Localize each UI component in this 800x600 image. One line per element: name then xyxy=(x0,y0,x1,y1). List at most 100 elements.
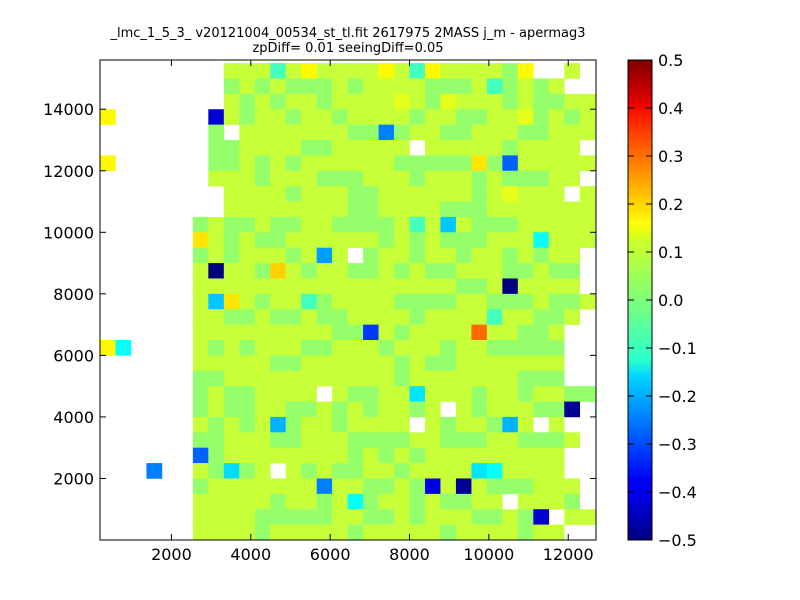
heatmap-cell xyxy=(455,109,472,125)
heatmap-cell xyxy=(316,124,333,141)
heatmap-cell xyxy=(424,140,441,156)
heatmap-cell xyxy=(301,63,317,79)
heatmap-cell xyxy=(394,78,410,95)
heatmap-cell xyxy=(424,340,441,356)
heatmap-cell xyxy=(533,93,550,110)
heatmap-cell xyxy=(486,124,503,141)
heatmap-cell xyxy=(394,232,410,248)
heatmap-cell xyxy=(192,278,209,295)
heatmap-cell xyxy=(301,524,317,541)
heatmap-cell xyxy=(316,201,333,218)
heatmap-cell xyxy=(486,78,503,95)
heatmap-cell xyxy=(471,263,488,279)
heatmap-cell xyxy=(440,109,457,125)
heatmap-cell xyxy=(363,355,379,372)
heatmap-cell xyxy=(208,478,225,495)
heatmap-cell xyxy=(455,293,472,310)
heatmap-cell xyxy=(332,124,348,141)
heatmap-cell xyxy=(394,432,410,448)
heatmap-cell xyxy=(440,309,457,325)
heatmap-cell xyxy=(486,509,503,525)
heatmap-cell xyxy=(394,155,410,172)
heatmap-cell xyxy=(316,155,333,172)
heatmap-cell xyxy=(455,216,472,233)
heatmap-cell xyxy=(332,140,348,156)
heatmap-cell xyxy=(301,493,317,510)
heatmap-cell xyxy=(378,93,395,110)
heatmap-cell xyxy=(517,140,534,156)
heatmap-cell xyxy=(533,355,550,372)
heatmap-cell xyxy=(502,478,519,495)
heatmap-cell xyxy=(486,324,503,341)
heatmap-cell xyxy=(239,278,256,295)
heatmap-cell xyxy=(363,370,379,387)
heatmap-cell xyxy=(517,93,534,110)
heatmap-cell xyxy=(409,201,426,218)
heatmap-cell xyxy=(332,247,348,264)
heatmap-cell xyxy=(316,293,333,310)
heatmap-cell xyxy=(378,324,395,341)
heatmap-cell xyxy=(471,432,488,448)
heatmap-cell xyxy=(548,355,565,372)
heatmap-cell xyxy=(517,340,534,356)
heatmap-cell xyxy=(301,416,317,433)
heatmap-cell xyxy=(502,186,519,202)
heatmap-cell xyxy=(486,447,503,464)
heatmap-cell xyxy=(239,509,256,525)
colorbar-tick-label: 0.3 xyxy=(658,147,683,166)
heatmap-cell xyxy=(285,278,302,295)
heatmap-cell xyxy=(270,447,287,464)
heatmap-cell xyxy=(517,216,534,233)
heatmap-cell xyxy=(239,309,256,325)
heatmap-cell xyxy=(363,386,379,402)
heatmap-cell xyxy=(270,416,287,433)
heatmap-cell xyxy=(471,170,488,187)
heatmap-cell xyxy=(223,509,240,525)
colorbar-tick-label: −0.4 xyxy=(658,483,697,502)
heatmap-cell xyxy=(409,370,426,387)
heatmap-cell xyxy=(332,355,348,372)
heatmap-cell xyxy=(394,524,410,541)
heatmap-cell xyxy=(517,263,534,279)
heatmap-cell xyxy=(254,524,271,541)
heatmap-cell xyxy=(301,324,317,341)
heatmap-cell xyxy=(455,309,472,325)
heatmap-cell xyxy=(533,370,550,387)
y-tick-label: 4000 xyxy=(53,408,94,427)
heatmap-cell xyxy=(316,401,333,418)
heatmap-cell xyxy=(254,278,271,295)
heatmap-cell xyxy=(502,447,519,464)
heatmap-cell xyxy=(424,186,441,202)
heatmap-cell xyxy=(517,247,534,264)
heatmap-cell xyxy=(301,140,317,156)
heatmap-cell xyxy=(239,232,256,248)
heatmap-cell xyxy=(548,478,565,495)
heatmap-cell xyxy=(301,309,317,325)
heatmap-cell xyxy=(239,170,256,187)
heatmap-cell xyxy=(486,201,503,218)
heatmap-cell xyxy=(270,524,287,541)
heatmap-cell xyxy=(332,493,348,510)
heatmap-cell xyxy=(301,340,317,356)
heatmap-cell xyxy=(363,401,379,418)
colorbar-tick-label: 0.0 xyxy=(658,291,683,310)
heatmap-cell xyxy=(239,386,256,402)
heatmap-cell xyxy=(363,201,379,218)
heatmap-cell xyxy=(254,109,271,125)
heatmap-cell xyxy=(486,416,503,433)
heatmap-cell xyxy=(270,186,287,202)
heatmap-cell xyxy=(316,478,333,495)
heatmap-cell xyxy=(378,447,395,464)
heatmap-cell xyxy=(424,493,441,510)
heatmap-cell xyxy=(486,493,503,510)
heatmap-cell xyxy=(332,216,348,233)
heatmap-cell xyxy=(517,478,534,495)
heatmap-cell xyxy=(316,432,333,448)
heatmap-cell xyxy=(316,309,333,325)
heatmap-cell xyxy=(455,447,472,464)
heatmap-cell xyxy=(440,155,457,172)
heatmap-cell xyxy=(254,309,271,325)
heatmap-cell xyxy=(285,216,302,233)
heatmap-cell xyxy=(409,232,426,248)
heatmap-cell xyxy=(285,93,302,110)
